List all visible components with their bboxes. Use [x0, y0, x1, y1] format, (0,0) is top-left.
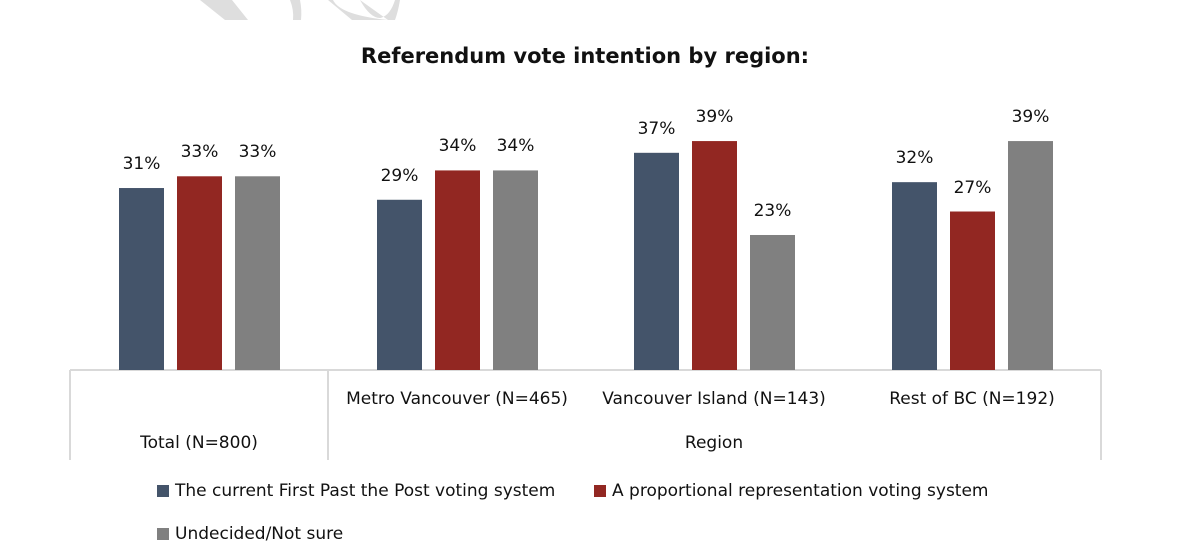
legend-swatch	[157, 485, 169, 497]
legend-label: The current First Past the Post voting s…	[175, 481, 556, 501]
bar	[435, 170, 480, 370]
legend-item-fptp: The current First Past the Post voting s…	[157, 481, 555, 501]
bar	[750, 234, 795, 370]
chart-title: Referendum vote intention by region:	[360, 44, 810, 68]
bar-chart	[69, 141, 1102, 460]
bar	[177, 176, 222, 370]
legend-swatch	[157, 528, 169, 540]
legend-swatch	[594, 485, 606, 497]
data-label: 33%	[180, 142, 219, 163]
bar	[692, 141, 737, 370]
bar	[950, 211, 995, 370]
data-label: 31%	[122, 154, 161, 175]
data-label: 23%	[753, 200, 792, 221]
data-label: 34%	[438, 136, 477, 157]
data-label: 27%	[953, 177, 992, 198]
bar	[119, 188, 164, 370]
watermark	[200, 0, 400, 20]
data-label: 34%	[496, 136, 535, 157]
legend-label: Undecided/Not sure	[175, 524, 344, 544]
group-label-region: Region	[684, 433, 744, 453]
data-label: 39%	[1011, 107, 1050, 128]
data-label: 33%	[238, 142, 277, 163]
legend-item-undecided: Undecided/Not sure	[157, 524, 343, 544]
category-label-vancouver-island: Vancouver Island (N=143)	[602, 389, 826, 409]
bar	[493, 170, 538, 370]
bar	[235, 176, 280, 370]
category-label-metro-vancouver: Metro Vancouver (N=465)	[346, 389, 568, 409]
data-label: 39%	[695, 107, 734, 128]
bar	[377, 199, 422, 370]
bar	[892, 182, 937, 370]
data-label: 37%	[637, 118, 676, 139]
legend-item-pr: A proportional representation voting sys…	[594, 481, 989, 501]
category-label-total: Total (N=800)	[140, 433, 258, 453]
data-label: 32%	[895, 148, 934, 169]
legend-label: A proportional representation voting sys…	[612, 481, 989, 501]
bar	[634, 152, 679, 370]
data-label: 29%	[380, 165, 419, 186]
bar	[1008, 141, 1053, 370]
category-label-rest-of-bc: Rest of BC (N=192)	[889, 389, 1055, 409]
